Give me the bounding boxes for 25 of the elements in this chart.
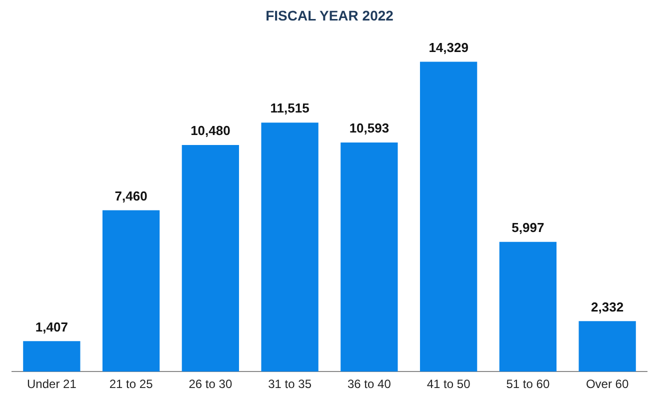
data-label: 11,515 [270, 100, 310, 116]
bar [102, 210, 160, 372]
x-tick-label: 41 to 50 [426, 377, 471, 392]
data-label: 7,460 [114, 188, 148, 204]
bar [420, 62, 478, 372]
x-tick-label: 21 to 25 [109, 377, 154, 392]
data-label: 5,997 [512, 220, 544, 236]
chart-title: FISCAL YEAR 2022 [266, 7, 394, 24]
bar [578, 321, 636, 372]
data-label: 14,329 [428, 40, 468, 55]
x-tick-label: 51 to 60 [506, 377, 550, 392]
x-tick-label: Under 21 [27, 377, 77, 392]
bar [23, 341, 80, 372]
data-label: 10,480 [190, 123, 230, 138]
bar [182, 145, 240, 372]
data-label: 1,407 [35, 319, 68, 334]
x-tick-label: 36 to 40 [348, 377, 392, 392]
x-tick-label: 26 to 30 [188, 377, 232, 392]
x-tick-label: 31 to 35 [268, 377, 312, 392]
data-label: 2,332 [591, 299, 624, 314]
bar [499, 242, 557, 372]
bar [261, 122, 318, 372]
data-label: 10,593 [349, 120, 390, 136]
x-tick-label: Over 60 [586, 377, 629, 392]
bar [340, 142, 398, 372]
